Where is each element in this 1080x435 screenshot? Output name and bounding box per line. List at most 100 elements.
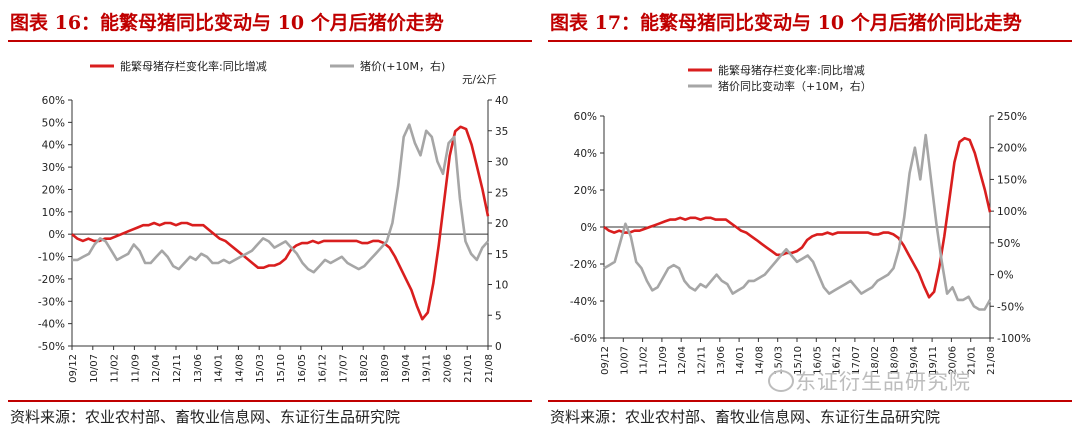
right-tick-label: 40 xyxy=(495,95,508,107)
left-tick-label: -20% xyxy=(570,259,597,271)
x-tick-label: 19/11 xyxy=(928,346,939,375)
right-tick-label: -50% xyxy=(997,301,1024,313)
left-tick-label: 30% xyxy=(42,162,65,174)
right-tick-label: 25 xyxy=(495,187,508,199)
right-tick-label: 10 xyxy=(495,280,508,292)
left-tick-label: 0% xyxy=(580,222,597,234)
right-tick-label: 100% xyxy=(997,206,1027,218)
x-tick-label: 16/05 xyxy=(812,346,823,375)
figure-16-chart: 60% 50% 40% 30% 20% 10% 0% -10% -20% -30% -40% -50%… xyxy=(38,59,509,383)
figure-16-title: 图表 16：能繁母猪同比变动与 10 个月后猪价走势 xyxy=(10,12,444,34)
x-tick-label: 12/11 xyxy=(697,346,708,375)
source-rule xyxy=(8,400,532,402)
x-tick-label: 14/01 xyxy=(214,354,225,383)
right-tick-label: 50% xyxy=(997,238,1020,250)
x-tick-label: 14/08 xyxy=(754,346,765,375)
figure-16-source: 资料来源：农业农村部、畜牧业信息网、东证衍生品研究院 xyxy=(10,408,401,426)
left-tick-label: 0% xyxy=(48,229,65,241)
figure-17-chart: 60% 40% 20% 0% -20% -40% -60% 250% 200% 150% 100% 5… xyxy=(570,63,1031,375)
x-tick-label: 12/04 xyxy=(677,346,688,375)
right-tick-label: 0% xyxy=(997,270,1014,282)
left-tick-label: 60% xyxy=(42,95,65,107)
x-tick-label: 21/08 xyxy=(484,354,495,383)
figure-16-panel: 图表 16：能繁母猪同比变动与 10 个月后猪价走势 60% 50% 40% 30% 2… xyxy=(8,12,532,426)
right-tick-label: 0 xyxy=(495,341,502,353)
x-tick-label: 20/06 xyxy=(442,354,453,383)
figure-17-title: 图表 17：能繁母猪同比变动与 10 个月后猪价同比走势 xyxy=(550,12,1022,34)
left-tick-label: -30% xyxy=(38,296,65,308)
watermark: 东证衍生品研究院 xyxy=(795,370,971,394)
left-tick-label: 40% xyxy=(42,140,65,152)
x-tick-label: 11/09 xyxy=(658,346,669,375)
x-tick-label: 21/01 xyxy=(463,354,474,383)
x-tick-label: 16/05 xyxy=(297,354,308,383)
left-tick-label: 50% xyxy=(42,117,65,129)
right-axis-unit: 元/公斤 xyxy=(462,74,497,86)
x-tick-label: 13/06 xyxy=(193,354,204,383)
x-tick-label: 19/11 xyxy=(422,354,433,383)
right-tick-label: 15 xyxy=(495,249,508,261)
x-tick-label: 10/07 xyxy=(89,354,100,383)
x-tick-label: 18/09 xyxy=(380,354,391,383)
pig-price-series-line xyxy=(72,123,489,274)
x-tick-label: 13/06 xyxy=(716,346,727,375)
left-tick-label: 60% xyxy=(574,111,597,123)
left-tick-label: -20% xyxy=(38,274,65,286)
x-tick-label: 14/08 xyxy=(234,354,245,383)
left-tick-label: -60% xyxy=(570,333,597,345)
x-tick-label: 17/07 xyxy=(338,354,349,383)
right-tick-label: 35 xyxy=(495,126,508,138)
sow-change-series-line xyxy=(71,125,490,321)
x-tick-label: 15/03 xyxy=(774,346,785,375)
title-rule xyxy=(8,40,532,42)
x-tick-label: 19/04 xyxy=(401,354,412,383)
x-tick-label: 14/01 xyxy=(735,346,746,375)
title-rule xyxy=(548,40,1072,42)
x-tick-label: 18/09 xyxy=(890,346,901,375)
x-tick-label: 12/04 xyxy=(151,354,162,383)
x-tick-label: 11/02 xyxy=(110,354,121,383)
pig-price-series-line xyxy=(603,133,992,311)
x-tick-label: 15/10 xyxy=(276,354,287,383)
right-tick-label: 30 xyxy=(495,157,508,169)
source-rule xyxy=(548,400,1072,402)
x-tick-label: 20/06 xyxy=(947,346,958,375)
legend-label: 能繁母猪存栏变化率:同比增减 xyxy=(718,63,865,77)
x-tick-label: 19/04 xyxy=(909,346,920,375)
x-tick-label: 09/12 xyxy=(68,354,79,383)
right-tick-label: 20 xyxy=(495,218,508,230)
wechat-icon xyxy=(768,370,794,392)
x-tick-label: 15/10 xyxy=(793,346,804,375)
right-tick-label: 150% xyxy=(997,174,1027,186)
x-tick-label: 09/12 xyxy=(600,346,611,375)
x-tick-label: 11/09 xyxy=(130,354,141,383)
figure-17-source: 资料来源：农业农村部、畜牧业信息网、东证衍生品研究院 xyxy=(550,408,941,426)
right-tick-label: -100% xyxy=(997,333,1031,345)
sow-change-series-line xyxy=(603,136,992,299)
legend-label: 猪价(+10M，右) xyxy=(360,59,445,73)
x-tick-label: 21/01 xyxy=(967,346,978,375)
right-tick-label: 250% xyxy=(997,111,1027,123)
right-tick-label: 5 xyxy=(495,310,502,322)
left-tick-label: 10% xyxy=(42,207,65,219)
x-tick-label: 16/12 xyxy=(832,346,843,375)
left-tick-label: 20% xyxy=(574,185,597,197)
x-tick-label: 18/02 xyxy=(870,346,881,375)
left-tick-label: -50% xyxy=(38,341,65,353)
x-tick-label: 16/12 xyxy=(318,354,329,383)
right-tick-label: 200% xyxy=(997,143,1027,155)
legend-label: 能繁母猪存栏变化率:同比增减 xyxy=(120,59,267,73)
left-tick-label: 20% xyxy=(42,184,65,196)
left-tick-label: -40% xyxy=(38,319,65,331)
left-tick-label: -10% xyxy=(38,252,65,264)
x-tick-label: 15/03 xyxy=(255,354,266,383)
left-tick-label: -40% xyxy=(570,296,597,308)
left-tick-label: 40% xyxy=(574,148,597,160)
figure-17-panel: 图表 17：能繁母猪同比变动与 10 个月后猪价同比走势 60% 40% 20% 0%… xyxy=(540,0,1080,435)
x-tick-label: 21/08 xyxy=(986,346,997,375)
x-tick-label: 12/11 xyxy=(172,354,183,383)
x-tick-label: 17/07 xyxy=(851,346,862,375)
x-tick-label: 11/02 xyxy=(639,346,650,375)
legend-label: 猪价同比变动率（+10M，右） xyxy=(718,79,872,93)
x-tick-label: 10/07 xyxy=(619,346,630,375)
